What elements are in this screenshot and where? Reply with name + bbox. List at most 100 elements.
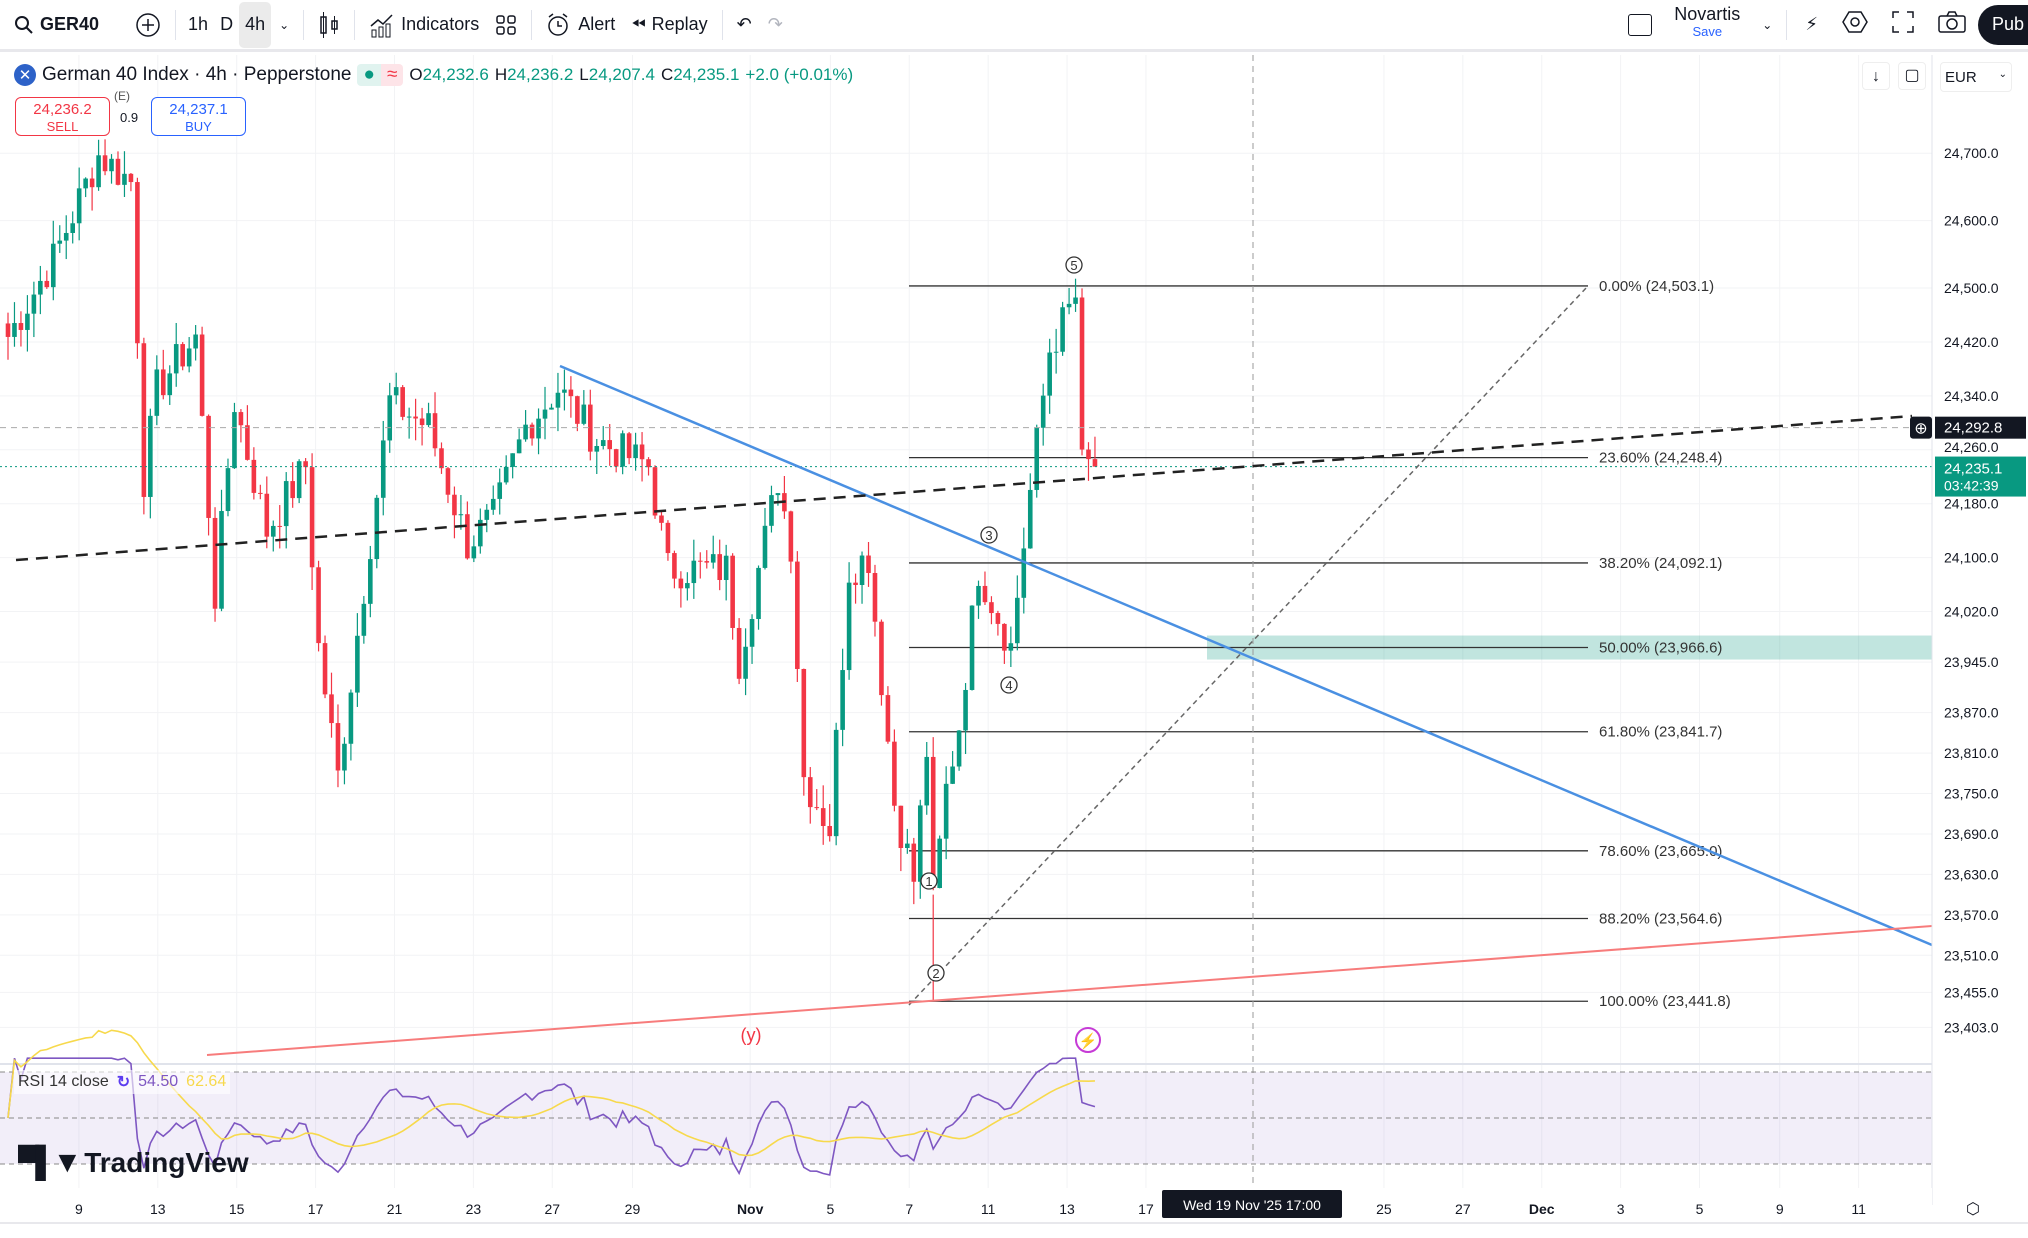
- candle-body: [930, 756, 936, 889]
- candle-body: [943, 783, 949, 839]
- redo-button[interactable]: ↷: [760, 5, 791, 45]
- quick-search-button[interactable]: ⚡︎: [1793, 5, 1830, 45]
- replay-button[interactable]: ⏪︎ Replay: [623, 5, 715, 45]
- fib-retracement[interactable]: 0.00% (24,503.1) 23.60% (24,248.4) 38.20% …: [909, 278, 1932, 1010]
- candle: [419, 407, 425, 446]
- interval-1h[interactable]: 1h: [182, 5, 214, 45]
- candle: [898, 805, 904, 872]
- divider: [303, 9, 305, 40]
- candle: [685, 572, 690, 601]
- fib-trend-line[interactable]: [908, 285, 1589, 1006]
- symbol-logo: ✕: [14, 64, 36, 86]
- settings-button[interactable]: [1830, 5, 1880, 45]
- layout-name[interactable]: Novartis Save: [1660, 5, 1754, 45]
- candle: [5, 312, 11, 360]
- candle: [924, 741, 930, 815]
- chart-canvas[interactable]: 0.00% (24,503.1) 23.60% (24,248.4) 38.20% …: [0, 55, 2028, 1222]
- candle: [83, 177, 88, 198]
- candle-body: [96, 155, 101, 188]
- compare-button[interactable]: [127, 5, 169, 45]
- candle-body: [1015, 597, 1020, 644]
- snapshot-button[interactable]: [1926, 5, 1978, 45]
- candle-body: [232, 412, 237, 469]
- interval-4h[interactable]: 4h: [239, 1, 272, 48]
- chevron-down-icon: ⌄: [1998, 69, 2007, 80]
- currency-select[interactable]: EUR ⌄: [1940, 62, 2012, 92]
- wave-label-circle[interactable]: [1000, 676, 1018, 694]
- trendline-blue[interactable]: [559, 364, 1933, 947]
- candle: [866, 542, 871, 587]
- time-tick: 13: [150, 1201, 166, 1217]
- candle: [523, 410, 528, 442]
- candle: [1073, 278, 1078, 312]
- candle: [497, 468, 503, 515]
- sell-button[interactable]: 24,236.2 SELL: [15, 97, 110, 136]
- wave-label-circle[interactable]: [920, 872, 938, 890]
- candle: [717, 539, 722, 591]
- candle: [329, 672, 334, 738]
- fib-level-label: 50.00% (23,966.6): [1599, 640, 1722, 657]
- rsi-legend: RSI 14 close ↻ 54.50 62.64: [14, 1070, 231, 1094]
- fullscreen-button[interactable]: [1880, 5, 1926, 45]
- indicators-button[interactable]: Indicators: [361, 5, 487, 45]
- time-tick: 17: [1138, 1201, 1154, 1217]
- candle-body: [536, 418, 541, 439]
- candle-body: [885, 695, 891, 742]
- time-axis[interactable]: [0, 1188, 1932, 1222]
- drawings[interactable]: 5 3 4 1 2 (y) ⚡: [0, 55, 1933, 1188]
- candle: [756, 565, 761, 630]
- candle: [736, 618, 742, 685]
- auto-scale-button[interactable]: ▢: [1898, 62, 1926, 90]
- candle: [995, 610, 1001, 636]
- price-axis[interactable]: [1932, 55, 2028, 1205]
- chart-type-button[interactable]: [310, 5, 348, 45]
- templates-button[interactable]: [487, 5, 525, 45]
- buy-button[interactable]: 24,237.1 BUY: [151, 97, 246, 136]
- trendline-dashed[interactable]: [15, 414, 1913, 562]
- candle: [1015, 575, 1020, 651]
- axis-settings-icon[interactable]: ⬡: [1966, 1201, 1980, 1218]
- symbol-search[interactable]: GER40: [6, 5, 107, 45]
- candle: [1060, 301, 1065, 356]
- save-link[interactable]: Save: [1692, 23, 1723, 39]
- candle: [413, 398, 418, 441]
- interval-d[interactable]: D: [214, 5, 239, 45]
- wave-label-circle[interactable]: [980, 526, 998, 544]
- publish-button[interactable]: Pub: [1977, 4, 2028, 45]
- candle-body: [898, 805, 904, 848]
- candle: [109, 154, 114, 184]
- alert-button[interactable]: Alert: [538, 5, 623, 45]
- candle-body: [762, 525, 768, 568]
- candle-body: [70, 223, 75, 233]
- candle-body: [769, 495, 774, 526]
- layout-button[interactable]: [1620, 5, 1660, 45]
- support-line-red[interactable]: [206, 925, 1933, 1056]
- candle: [1079, 288, 1085, 456]
- scroll-to-realtime-button[interactable]: ↓: [1862, 62, 1890, 90]
- interval-dropdown[interactable]: ⌄: [271, 5, 297, 45]
- candle: [50, 220, 56, 301]
- symbol-title[interactable]: German 40 Index · 4h · Pepperstone: [42, 64, 352, 85]
- candle-body: [652, 467, 658, 516]
- candle-body: [1047, 352, 1052, 396]
- candle-body: [685, 583, 690, 589]
- wave-label-circle[interactable]: [1065, 256, 1083, 274]
- candle: [1002, 623, 1007, 664]
- fib-level-label: 38.20% (24,092.1): [1599, 555, 1722, 572]
- candle-body: [335, 723, 341, 771]
- layout-dropdown[interactable]: ⌄: [1754, 5, 1780, 45]
- candle: [38, 265, 43, 315]
- wave-label-circle[interactable]: [927, 964, 945, 982]
- add-alert-button[interactable]: [1910, 416, 1932, 439]
- lightning-event-icon[interactable]: [1075, 1027, 1101, 1053]
- undo-button[interactable]: ↶: [729, 5, 760, 45]
- candle-body: [387, 395, 393, 441]
- candle: [1021, 527, 1027, 614]
- fib-level-label: 23.60% (24,248.4): [1599, 450, 1722, 467]
- candle-body: [50, 243, 56, 288]
- divider: [531, 9, 533, 40]
- grid-icon: [495, 14, 517, 36]
- candle-body: [924, 756, 930, 806]
- candle-body: [749, 619, 755, 647]
- spread-value: 0.9: [120, 110, 139, 125]
